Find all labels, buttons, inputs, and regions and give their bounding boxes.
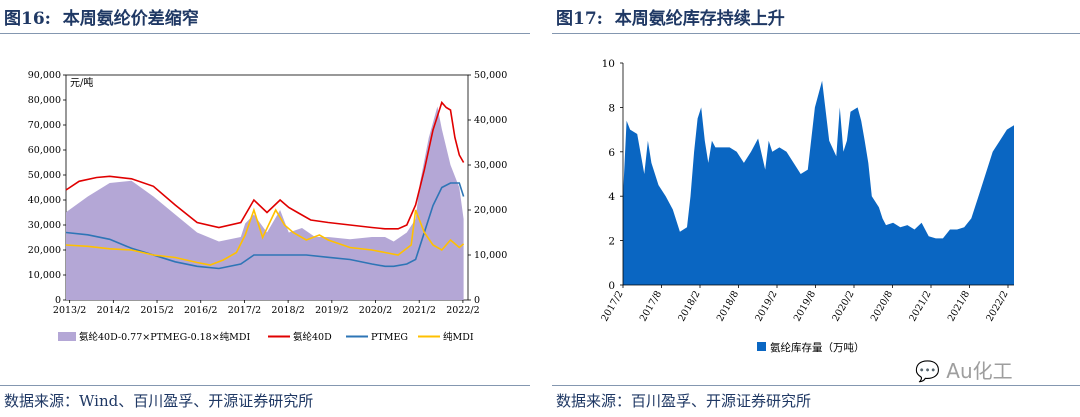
y-axis-label: 元/吨	[70, 76, 93, 89]
x-tick-label: 2019/2	[753, 289, 779, 323]
y-tick-label: 0	[608, 280, 615, 292]
y-left-tick-label: 20,000	[28, 245, 61, 256]
y-tick-label: 8	[608, 102, 615, 114]
series-line-3	[65, 207, 465, 266]
x-tick-label: 2022/2	[446, 305, 479, 316]
series-area-inventory	[623, 80, 1014, 285]
legend-label-2: PTMEG	[371, 332, 408, 343]
y-left-tick-label: 70,000	[28, 120, 61, 131]
x-tick-label: 2016/2	[184, 305, 217, 316]
figure-17-title: 图17: 本周氨纶库存持续上升	[556, 9, 785, 29]
figure-17-chart: 0 2 4 6 8 10 2017/2 2017/8 2018/2 2018/8 2019/2 201…	[599, 58, 1014, 354]
legend-label-3: 纯MDI	[443, 331, 474, 343]
y-left-tick-label: 60,000	[28, 145, 61, 156]
figure-16-bottom-rule	[0, 385, 530, 386]
x-tick-label: 2020/2	[830, 289, 856, 323]
x-tick-label: 2021/2	[907, 289, 933, 323]
y-left-tick-label: 30,000	[28, 220, 61, 231]
figure-17-bottom-rule	[552, 385, 1080, 386]
x-tick-label: 2020/2	[359, 305, 392, 316]
y-tick-label: 6	[608, 147, 615, 159]
y-tick-label: 4	[608, 191, 615, 203]
y-tick-label: 10	[602, 58, 615, 70]
series-area-spread	[66, 106, 464, 300]
x-tick-label: 2015/2	[140, 305, 173, 316]
x-tick-label: 2017/2	[228, 305, 261, 316]
x-tick-label: 2014/2	[97, 305, 130, 316]
y-tick-label: 2	[608, 236, 615, 248]
y-left-tick-label: 50,000	[28, 170, 61, 181]
figure-16-source: 数据来源：Wind、百川盈孚、开源证券研究所	[4, 392, 314, 410]
legend-swatch-0	[58, 332, 76, 341]
figure-17-source: 数据来源：百川盈孚、开源证券研究所	[556, 392, 812, 410]
x-tick-label: 2017/8	[638, 289, 664, 323]
y-left-tick-label: 90,000	[28, 70, 61, 81]
y-right-tick-label: 10,000	[474, 250, 507, 261]
figure-17-top-rule	[552, 33, 1080, 34]
x-tick-label: 2021/2	[402, 305, 435, 316]
y-right-tick-label: 40,000	[474, 115, 507, 126]
wechat-icon: 💬	[915, 359, 940, 383]
figure-17-panel: 图17: 本周氨纶库存持续上升 0 2 4 6 8 10 2017/2 2017/8 2018/…	[552, 0, 1080, 417]
legend-label: 氨纶库存量（万吨）	[770, 341, 865, 354]
x-tick-label: 2013/2	[53, 305, 86, 316]
x-tick-label: 2018/8	[715, 289, 741, 323]
x-tick-label: 2021/8	[946, 289, 972, 323]
legend-swatch	[757, 342, 766, 351]
figure-16-top-rule	[0, 33, 530, 34]
x-tick-label: 2019/2	[315, 305, 348, 316]
legend-label-0: 氨纶40D-0.77×PTMEG-0.18×纯MDI	[79, 331, 251, 343]
y-left-tick-label: 40,000	[28, 195, 61, 206]
legend-label-1: 氨纶40D	[293, 331, 332, 343]
y-right-tick-label: 50,000	[474, 70, 507, 81]
watermark: 💬 Au化工	[915, 359, 1013, 383]
x-tick-label: 2020/8	[869, 289, 895, 323]
y-left-tick-label: 10,000	[28, 270, 61, 281]
y-left-tick-label: 0	[55, 295, 61, 306]
y-right-tick-label: 20,000	[474, 205, 507, 216]
x-tick-label: 2022/2	[984, 289, 1010, 323]
x-tick-label: 2019/8	[792, 289, 818, 323]
figure-16-chart: 0 10,000 20,000 30,000 40,000 50,000 60,000 70,…	[28, 70, 508, 343]
x-tick-label: 2018/2	[676, 289, 702, 323]
y-left-tick-label: 80,000	[28, 95, 61, 106]
figure-16-panel: 图16: 本周氨纶价差缩窄 0 10,000 20,000 30,000 40,000 5…	[0, 0, 530, 417]
x-tick-label: 2018/2	[271, 305, 304, 316]
series-line-1	[65, 100, 465, 230]
y-right-tick-label: 0	[474, 295, 480, 306]
x-tick-label: 2017/2	[599, 289, 625, 323]
figure-16-title: 图16: 本周氨纶价差缩窄	[4, 9, 199, 29]
y-right-tick-label: 30,000	[474, 160, 507, 171]
